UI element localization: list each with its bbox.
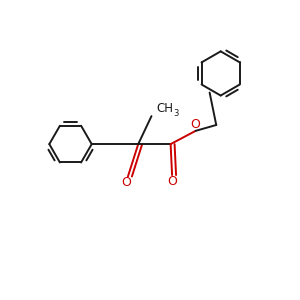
Text: CH: CH: [156, 102, 173, 115]
Text: O: O: [122, 176, 131, 190]
Text: 3: 3: [173, 109, 178, 118]
Text: O: O: [191, 118, 201, 131]
Text: O: O: [167, 175, 177, 188]
